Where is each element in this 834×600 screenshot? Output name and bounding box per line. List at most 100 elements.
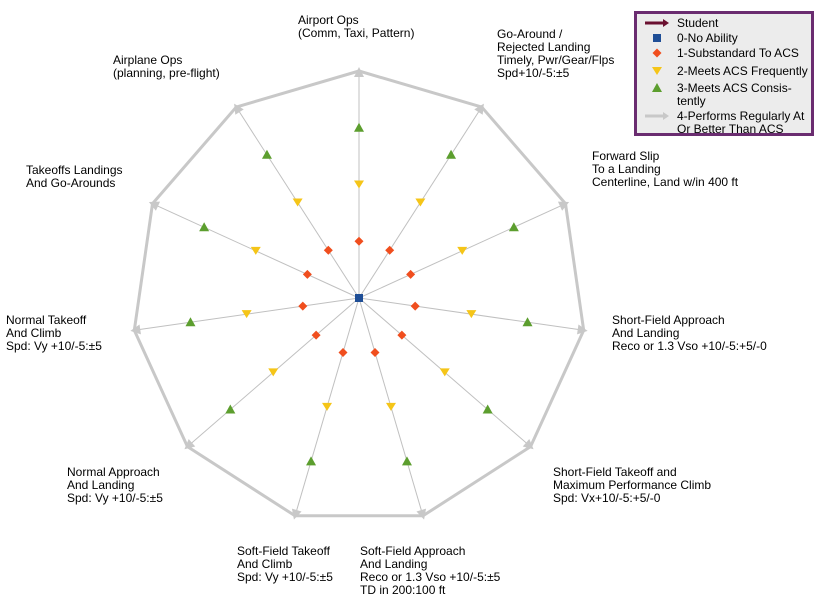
axis-label-line: (Comm, Taxi, Pattern)	[298, 26, 415, 40]
legend: Student 0-No Ability 1-Substandard To ACS 2…	[634, 11, 814, 136]
data-point-triangle-down	[268, 368, 279, 377]
data-point-square	[355, 294, 363, 302]
series-marker	[130, 324, 141, 335]
axis-label-line: Short-Field Approach	[612, 313, 725, 327]
axis-label: Normal Takeoff And Climb Spd: Vy +10/-5:±5	[6, 314, 102, 353]
axis-label: Short-Field Approach And Landing Reco or 1…	[612, 314, 767, 353]
axis-label-line: And Landing	[360, 557, 428, 571]
axis-label: Short-Field Takeoff and Maximum Performan…	[553, 466, 711, 505]
data-point-diamond	[323, 245, 333, 255]
legend-symbol	[653, 34, 661, 42]
data-point-triangle-up	[482, 404, 493, 414]
legend-label-line: 3-Meets ACS Consis-	[677, 81, 792, 95]
axis-label-line: Timely, Pwr/Gear/Flps	[497, 53, 615, 67]
series-marker	[522, 438, 534, 450]
axis-label-line: Spd: Vy +10/-5:±5	[67, 491, 163, 505]
axis-label: Soft-Field Takeoff And Climb Spd: Vy +10/-…	[237, 545, 333, 584]
data-point-triangle-up	[261, 149, 272, 159]
data-point-triangle-down	[354, 180, 364, 189]
data-point-triangle-up	[225, 404, 236, 414]
data-point-triangle-down	[322, 402, 333, 411]
series-marker	[474, 103, 484, 115]
legend-label-line: 2-Meets ACS Frequently	[677, 64, 808, 78]
data-point-diamond	[311, 330, 321, 340]
data-point-triangle-down	[241, 310, 252, 319]
legend-label-line: 4-Performs Regularly At	[677, 109, 805, 123]
axis-label-line: (planning, pre-flight)	[113, 66, 220, 80]
legend-label: 1-Substandard To ACS	[677, 47, 799, 60]
axis-label-line: Takeoffs Landings	[26, 163, 123, 177]
legend-label-line: tently	[677, 94, 706, 108]
axis-label-line: Rejected Landing	[497, 40, 591, 54]
legend-label: Student	[677, 17, 718, 30]
data-point-triangle-down	[415, 198, 426, 207]
data-point-triangle-down	[439, 368, 450, 377]
legend-label: 2-Meets ACS Frequently	[677, 65, 808, 78]
series-marker	[354, 67, 364, 77]
data-point-diamond	[397, 330, 407, 340]
axis-label: Airport Ops (Comm, Taxi, Pattern)	[298, 14, 414, 40]
axis-label-line: TD in 200:100 ft	[360, 583, 446, 597]
data-point-diamond	[406, 269, 416, 279]
data-point-triangle-down	[457, 246, 468, 255]
data-point-diamond	[338, 347, 348, 357]
axis-label-line: Airplane Ops	[113, 53, 183, 67]
axis-label-line: To a Landing	[592, 162, 661, 176]
axis-label-line: And Climb	[6, 326, 62, 340]
axis-label-line: Spd: Vx+10/-5:+5/-0	[553, 491, 661, 505]
series-marker	[148, 201, 161, 211]
legend-label: 4-Performs Regularly At Or Better Than AC…	[677, 110, 804, 136]
legend-label-line: 1-Substandard To ACS	[677, 46, 799, 60]
series-marker	[291, 508, 302, 520]
axis-label-line: And Climb	[237, 557, 293, 571]
series-marker	[557, 201, 570, 211]
axis-label-line: And Landing	[612, 326, 680, 340]
data-point-diamond	[354, 236, 364, 246]
axis-label-line: Soft-Field Takeoff	[237, 544, 330, 558]
data-point-triangle-down	[466, 310, 477, 319]
series-line	[132, 69, 586, 518]
axis-label-line: And Go-Arounds	[26, 176, 116, 190]
series-marker	[234, 103, 244, 115]
axis-label-line: Reco or 1.3 Vso +10/-5:±5	[360, 570, 501, 584]
axis-label-line: And Landing	[67, 478, 135, 492]
legend-label: 0-No Ability	[677, 32, 738, 45]
axis-label-line: Normal Approach	[67, 465, 160, 479]
axis-label-line: Normal Takeoff	[6, 313, 87, 327]
data-point-triangle-up	[199, 222, 210, 232]
legend-label-line: Or Better Than ACS	[677, 122, 784, 136]
axis-label-line: Spd+10/-5:±5	[497, 66, 570, 80]
axis-label-line: Centerline, Land w/in 400 ft	[592, 175, 739, 189]
axis-label: Takeoffs Landings And Go-Arounds	[26, 164, 123, 190]
legend-symbol	[652, 67, 662, 75]
data-point-triangle-up	[401, 456, 412, 466]
axis-label: Forward Slip To a Landing Centerline, Land…	[592, 150, 738, 189]
series-marker	[184, 438, 196, 450]
data-point-triangle-up	[522, 317, 533, 327]
axis-label: Normal Approach And Landing Spd: Vy +10/-5…	[67, 466, 163, 505]
legend-label: 3-Meets ACS Consis-tently	[677, 82, 792, 108]
legend-label-line: 0-No Ability	[677, 31, 738, 45]
data-point-diamond	[298, 301, 308, 311]
data-point-diamond	[302, 269, 312, 279]
data-point-diamond	[410, 301, 420, 311]
data-point-diamond	[370, 347, 380, 357]
axis-label-line: Forward Slip	[592, 149, 660, 163]
data-point-triangle-up	[306, 456, 317, 466]
axis-label-line: Reco or 1.3 Vso +10/-5:+5/-0	[612, 339, 767, 353]
axis-label: Airplane Ops (planning, pre-flight)	[113, 54, 220, 80]
series-marker	[577, 324, 588, 335]
data-point-triangle-up	[508, 222, 519, 232]
data-point-triangle-up	[446, 149, 457, 159]
axis-label: Go-Around / Rejected Landing Timely, Pwr/G…	[497, 28, 614, 80]
axis-label-line: Soft-Field Approach	[360, 544, 466, 558]
legend-label-line: Student	[677, 16, 719, 30]
axis-label-line: Short-Field Takeoff and	[553, 465, 677, 479]
data-point-triangle-up	[354, 122, 364, 132]
data-point-triangle-up	[185, 317, 196, 327]
data-point-triangle-down	[385, 402, 396, 411]
axis-label-line: Spd: Vy +10/-5:±5	[6, 339, 102, 353]
axis-label-line: Maximum Performance Climb	[553, 478, 712, 492]
legend-symbol	[645, 112, 669, 120]
